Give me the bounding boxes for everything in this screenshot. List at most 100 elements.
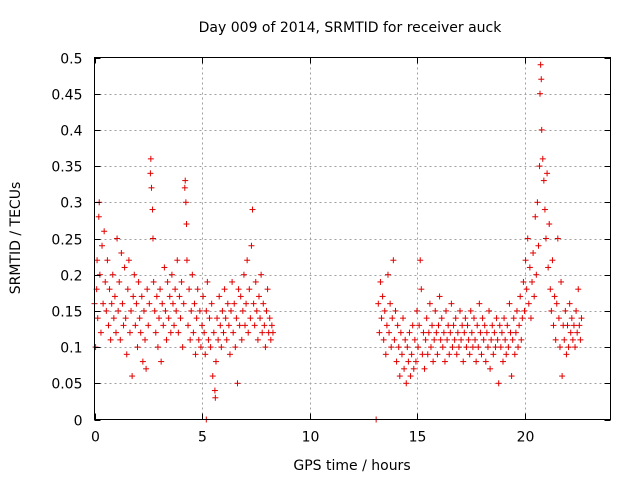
data-point <box>139 358 146 365</box>
data-point <box>432 307 439 314</box>
data-point <box>104 257 111 264</box>
data-point <box>470 315 477 322</box>
data-point <box>142 336 149 343</box>
data-point <box>169 300 176 307</box>
data-point <box>194 286 201 293</box>
data-point <box>151 307 158 314</box>
data-point <box>163 336 170 343</box>
data-point <box>564 322 571 329</box>
data-point <box>423 315 430 322</box>
data-point <box>496 322 503 329</box>
data-point <box>422 336 429 343</box>
data-point <box>378 315 385 322</box>
data-point <box>376 329 383 336</box>
data-point <box>182 199 189 206</box>
data-point <box>218 344 225 351</box>
data-point <box>405 358 412 365</box>
y-tick-label: 0.35 <box>51 160 82 176</box>
data-point <box>253 307 260 314</box>
data-point <box>159 300 166 307</box>
data-point <box>505 344 512 351</box>
data-point <box>168 271 175 278</box>
data-point <box>377 278 384 285</box>
data-point <box>122 315 129 322</box>
data-point <box>568 315 575 322</box>
data-point <box>101 228 108 235</box>
data-point <box>175 329 182 336</box>
data-point <box>187 336 194 343</box>
data-point <box>267 336 274 343</box>
data-point <box>414 307 420 314</box>
y-tick-label: 0.25 <box>51 233 82 249</box>
data-point <box>430 358 437 365</box>
data-point <box>408 351 415 358</box>
data-point <box>543 235 549 242</box>
data-point <box>150 278 157 285</box>
data-point <box>205 336 212 343</box>
data-point <box>245 329 252 336</box>
data-point <box>523 286 530 293</box>
data-point <box>210 329 217 336</box>
data-point <box>140 307 147 314</box>
data-point <box>106 286 113 293</box>
data-point <box>409 322 416 329</box>
data-point <box>412 358 419 365</box>
data-point <box>498 329 505 336</box>
data-point <box>232 344 239 351</box>
data-point <box>228 307 235 314</box>
data-point <box>478 351 485 358</box>
data-point <box>124 286 131 293</box>
data-point <box>221 286 228 293</box>
data-point <box>427 344 434 351</box>
data-point <box>529 278 536 285</box>
data-point <box>262 344 269 351</box>
data-point <box>531 293 538 300</box>
data-point <box>522 257 529 264</box>
data-point <box>264 286 271 293</box>
data-point <box>134 344 141 351</box>
grid-lines <box>94 57 611 420</box>
data-point <box>259 329 266 336</box>
data-point <box>476 300 483 307</box>
x-tick-label: 0 <box>91 430 100 446</box>
data-point <box>532 213 539 220</box>
data-point <box>394 322 401 329</box>
data-point <box>576 322 583 329</box>
data-point <box>448 300 455 307</box>
data-point <box>426 300 433 307</box>
data-point <box>391 336 398 343</box>
data-point <box>183 257 190 264</box>
data-point <box>216 293 223 300</box>
data-point <box>143 365 150 372</box>
data-point <box>94 315 101 322</box>
data-point <box>268 322 275 329</box>
data-point <box>544 170 551 177</box>
data-point <box>136 315 143 322</box>
data-point <box>204 278 211 285</box>
data-point <box>158 358 165 365</box>
data-point <box>172 286 179 293</box>
data-point <box>517 293 524 300</box>
data-point <box>260 300 267 307</box>
data-point <box>108 300 115 307</box>
data-point <box>219 307 226 314</box>
data-point <box>509 336 516 343</box>
data-point <box>157 286 164 293</box>
data-point <box>215 336 222 343</box>
data-point <box>459 322 466 329</box>
data-point <box>201 329 208 336</box>
data-point <box>466 351 473 358</box>
data-point <box>161 264 168 271</box>
data-point <box>515 344 522 351</box>
data-point <box>510 315 517 322</box>
data-point <box>540 177 547 184</box>
data-point <box>525 300 532 307</box>
data-point <box>521 307 528 314</box>
plot-frame <box>94 57 611 420</box>
data-point <box>189 271 196 278</box>
data-point <box>554 235 561 242</box>
data-point <box>156 315 162 322</box>
data-point <box>164 278 171 285</box>
data-point <box>566 300 573 307</box>
